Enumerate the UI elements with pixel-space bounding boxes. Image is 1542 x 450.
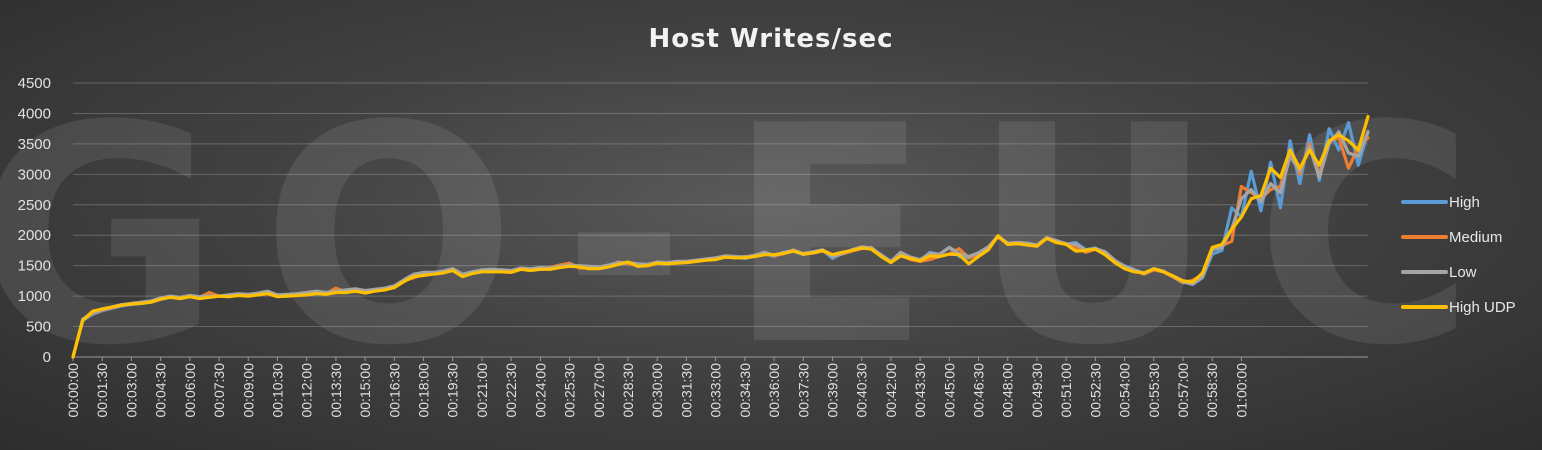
legend-label-high: High (1449, 194, 1480, 211)
x-tick-label: 00:45:00 (941, 363, 957, 418)
x-tick-label: 00:33:00 (708, 363, 724, 418)
x-tick-label: 00:04:30 (153, 363, 169, 418)
x-tick-label: 00:49:30 (1029, 363, 1045, 418)
x-tick-label: 00:18:00 (416, 363, 432, 418)
x-tick-label: 00:37:30 (795, 363, 811, 418)
x-tick-label: 00:34:30 (737, 363, 753, 418)
x-tick-label: 00:51:00 (1058, 363, 1074, 418)
x-axis: 00:00:00 00:01:30 00:03:00 00:04:30 00:06:00… (65, 357, 1249, 418)
y-tick-label: 1000 (18, 288, 51, 305)
x-tick-label: 00:12:00 (299, 363, 315, 418)
x-tick-label: 00:36:00 (766, 363, 782, 418)
y-tick-label: 2500 (18, 197, 51, 214)
x-tick-label: 00:16:30 (386, 363, 402, 418)
x-tick-label: 00:19:30 (445, 363, 461, 418)
x-tick-label: 01:00:00 (1233, 363, 1249, 418)
x-tick-label: 00:54:00 (1117, 363, 1133, 418)
watermark-text: GO-EUC (0, 62, 1515, 411)
x-tick-label: 00:43:30 (912, 363, 928, 418)
x-tick-label: 00:15:00 (357, 363, 373, 418)
y-tick-label: 1500 (18, 258, 51, 275)
y-tick-label: 3000 (18, 166, 51, 183)
x-tick-label: 00:25:30 (562, 363, 578, 418)
x-tick-label: 00:39:00 (824, 363, 840, 418)
x-tick-label: 00:24:00 (532, 363, 548, 418)
x-tick-label: 00:21:00 (474, 363, 490, 418)
x-tick-label: 00:42:00 (883, 363, 899, 418)
legend-label-high-udp: High UDP (1449, 299, 1516, 316)
x-tick-label: 00:58:30 (1204, 363, 1220, 418)
watermark-logo: GO-EUC (0, 62, 1515, 411)
y-tick-label: 0 (43, 349, 51, 366)
y-tick-label: 4000 (18, 105, 51, 122)
x-tick-label: 00:52:30 (1087, 363, 1103, 418)
x-tick-label: 00:27:00 (591, 363, 607, 418)
chart-title: Host Writes/sec (648, 24, 893, 54)
x-tick-label: 00:31:30 (678, 363, 694, 418)
x-tick-label: 00:28:30 (620, 363, 636, 418)
x-tick-label: 00:22:30 (503, 363, 519, 418)
x-tick-label: 00:13:30 (328, 363, 344, 418)
x-tick-label: 00:46:30 (971, 363, 987, 418)
x-tick-label: 00:00:00 (65, 363, 81, 418)
x-tick-label: 00:48:00 (1000, 363, 1016, 418)
legend-label-medium: Medium (1449, 229, 1502, 246)
series-line-high-udp (71, 114, 1370, 359)
y-tick-label: 500 (26, 319, 51, 336)
y-tick-label: 3500 (18, 136, 51, 153)
x-tick-label: 00:09:00 (240, 363, 256, 418)
x-tick-label: 00:10:30 (269, 363, 285, 418)
x-tick-label: 00:55:30 (1146, 363, 1162, 418)
y-axis: 0 500 1000 1500 2000 2500 3000 3500 4000 4500 (18, 75, 51, 366)
x-tick-label: 00:30:00 (649, 363, 665, 418)
x-tick-label: 00:01:30 (94, 363, 110, 418)
x-tick-label: 00:03:00 (123, 363, 139, 418)
y-tick-label: 2000 (18, 227, 51, 244)
x-tick-label: 00:06:00 (182, 363, 198, 418)
x-tick-label: 00:40:30 (854, 363, 870, 418)
y-tick-label: 4500 (18, 75, 51, 92)
legend-label-low: Low (1449, 264, 1477, 281)
x-tick-label: 00:07:30 (211, 363, 227, 418)
x-tick-label: 00:57:00 (1175, 363, 1191, 418)
series-lines (71, 114, 1370, 359)
legend: High Medium Low High UDP (1401, 194, 1516, 316)
